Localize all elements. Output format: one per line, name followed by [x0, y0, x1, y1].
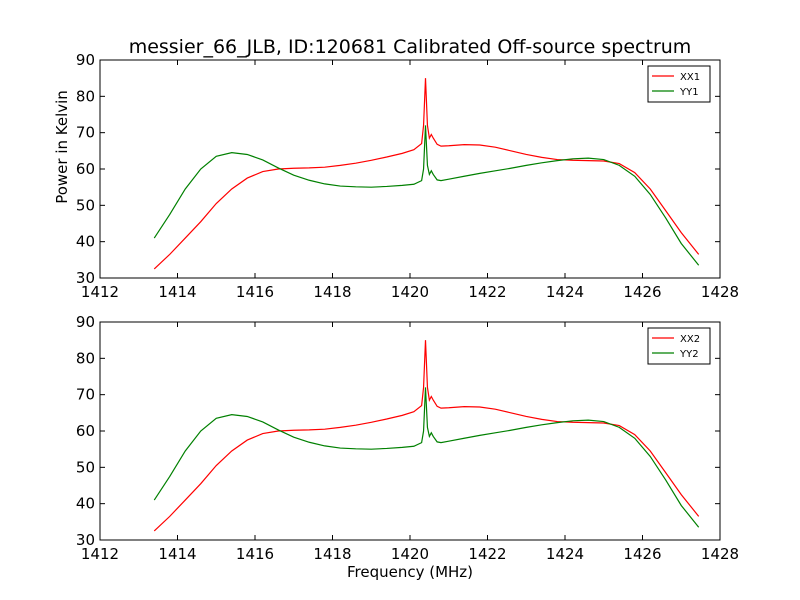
x-axis-label: Frequency (MHz): [347, 563, 473, 581]
series-line-xx2: [153, 340, 700, 532]
y-tick-label: 40: [76, 495, 95, 513]
legend-label: XX1: [680, 72, 700, 83]
y-tick-label: 30: [76, 531, 95, 549]
y-tick-label: 80: [76, 87, 95, 105]
chart-title: messier_66_JLB, ID:120681 Calibrated Off…: [129, 36, 692, 58]
legend-label: YY2: [679, 349, 699, 360]
x-tick-label: 1424: [546, 545, 584, 563]
x-tick-label: 1414: [158, 283, 196, 301]
legend-box: [647, 65, 711, 103]
series-line-yy1: [153, 125, 700, 266]
subplot-2: 1412 1414 1416 1418 1420 1422 1424 1426 1428 30 40…: [76, 313, 739, 563]
x-tick-label: 1416: [236, 283, 274, 301]
x-tick-label: 1422: [468, 283, 506, 301]
subplots: 1412 1414 1416 1418 1420 1422 1424 1426 1428 30 40…: [76, 51, 739, 563]
x-tick-label: 1420: [391, 283, 429, 301]
x-tick-label: 1422: [468, 545, 506, 563]
x-tick-label: 1414: [158, 545, 196, 563]
x-tick-label: 1418: [313, 545, 351, 563]
legend-label: XX2: [680, 334, 700, 345]
series-line-yy2: [153, 387, 700, 528]
x-tick-label: 1420: [391, 545, 429, 563]
legend-box: [647, 327, 711, 365]
y-axis-label: Power in Kelvin: [53, 90, 71, 204]
x-tick-label: 1424: [546, 283, 584, 301]
x-tick-label: 1426: [623, 545, 661, 563]
y-tick-label: 90: [76, 51, 95, 69]
y-tick-label: 80: [76, 349, 95, 367]
y-tick-label: 60: [76, 422, 95, 440]
series-line-xx1: [153, 78, 700, 270]
y-tick-label: 70: [76, 124, 95, 142]
x-tick-label: 1412: [81, 545, 119, 563]
y-tick-label: 60: [76, 160, 95, 178]
x-tick-label: 1416: [236, 545, 274, 563]
x-tick-label: 1418: [313, 283, 351, 301]
y-tick-label: 50: [76, 196, 95, 214]
subplot-1: 1412 1414 1416 1418 1420 1422 1424 1426 1428 30 40…: [76, 51, 739, 301]
legend-label: YY1: [679, 87, 699, 98]
y-tick-label: 40: [76, 233, 95, 251]
x-tick-label: 1428: [701, 283, 739, 301]
y-tick-label: 90: [76, 313, 95, 331]
x-tick-label: 1412: [81, 283, 119, 301]
y-tick-label: 30: [76, 269, 95, 287]
x-tick-label: 1426: [623, 283, 661, 301]
y-tick-label: 50: [76, 458, 95, 476]
y-tick-label: 70: [76, 386, 95, 404]
x-tick-label: 1428: [701, 545, 739, 563]
